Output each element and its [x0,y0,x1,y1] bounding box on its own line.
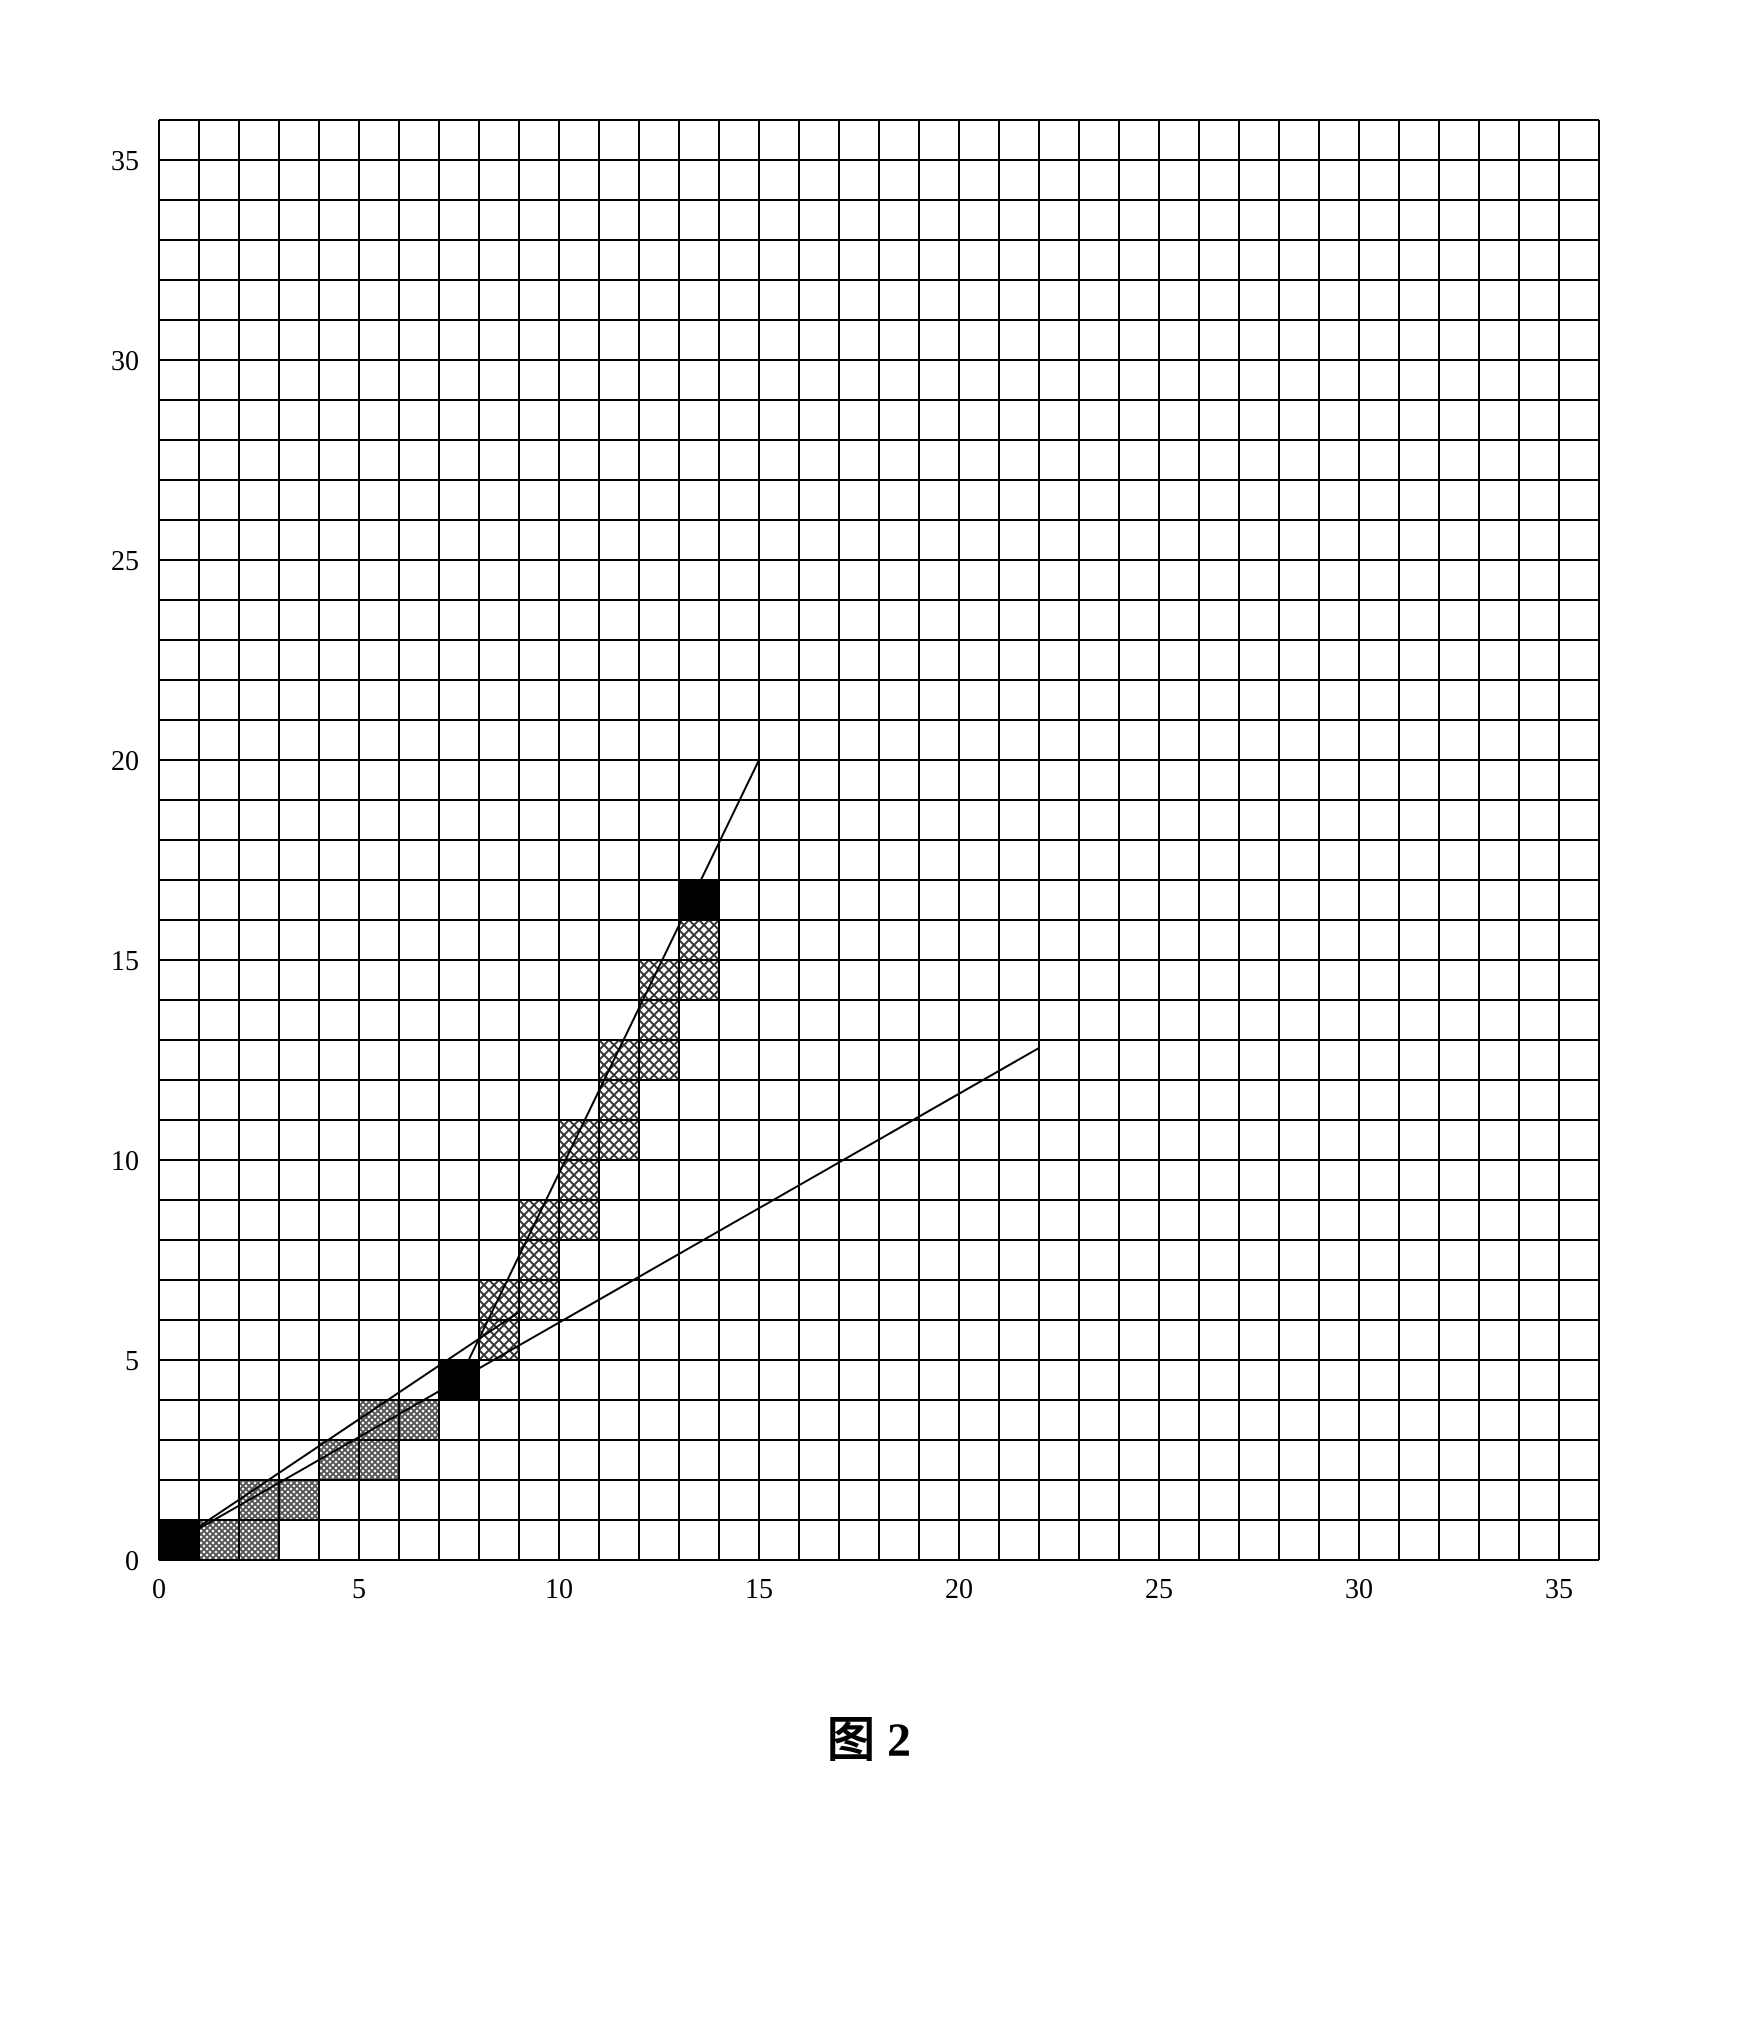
grid-cell [279,1480,319,1520]
grid-cell [359,1440,399,1480]
y-tick-label: 0 [125,1546,139,1577]
grid-cell [239,1520,279,1560]
x-tick-label: 35 [1545,1574,1573,1605]
x-tick-label: 15 [745,1574,773,1605]
grid-cell [519,1280,559,1320]
y-tick-label: 10 [111,1146,139,1177]
x-tick-label: 10 [545,1574,573,1605]
grid-cell [639,1000,679,1040]
y-tick-label: 30 [111,346,139,377]
x-tick-label: 30 [1345,1574,1373,1605]
y-tick-label: 15 [111,946,139,977]
grid-cell [599,1120,639,1160]
y-tick-label: 20 [111,746,139,777]
grid-cell [639,1040,679,1080]
chart-svg: 0 5 10 15 20 25 30 35 0 5 10 15 20 25 30 35 [69,40,1669,1640]
grid-cell [679,920,719,960]
grid-cell [599,1080,639,1120]
y-tick-label: 5 [125,1346,139,1377]
figure-caption: 图 2 [827,1700,911,1770]
grid-cell [679,960,719,1000]
x-tick-label: 0 [152,1574,166,1605]
y-tick-label: 35 [111,146,139,177]
x-tick-label: 20 [945,1574,973,1605]
grid-cell [559,1200,599,1240]
x-tick-label: 25 [1145,1574,1173,1605]
grid-cell [559,1160,599,1200]
grid-cell [599,1040,639,1080]
grid-cell [319,1440,359,1480]
grid-cell [559,1120,599,1160]
grid-cell [519,1240,559,1280]
grid-cell [519,1200,559,1240]
y-tick-label: 25 [111,546,139,577]
grid-cell [479,1280,519,1320]
grid-cell [399,1400,439,1440]
x-tick-label: 5 [352,1574,366,1605]
grid-chart: 0 5 10 15 20 25 30 35 0 5 10 15 20 25 30 35 [69,40,1669,1640]
